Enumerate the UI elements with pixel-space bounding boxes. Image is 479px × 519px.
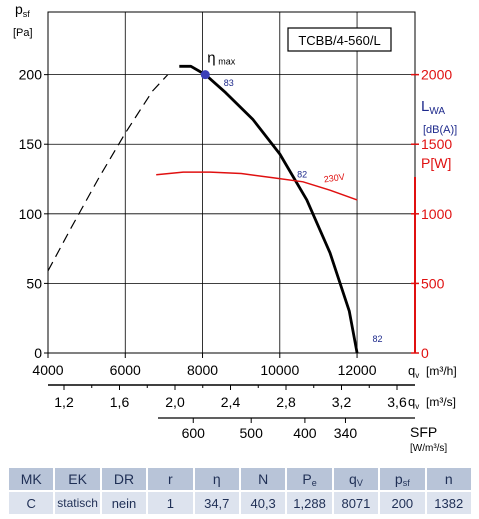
x-tick-label: 8000 <box>187 362 218 378</box>
header-label: N <box>258 471 269 487</box>
voltage-label: 230V <box>323 172 345 185</box>
header-cell: EK <box>55 468 100 490</box>
y-tick-label: 0 <box>34 345 42 361</box>
series-230V <box>156 171 358 201</box>
header-cell: MK <box>9 468 54 490</box>
y-axis-label: psf <box>15 1 30 19</box>
header-label: EK <box>68 471 87 487</box>
value-cell: nein <box>101 492 147 514</box>
sfp-axis-unit: [W/m³/s] <box>410 443 447 454</box>
value-cell: statisch <box>55 492 100 514</box>
x-axis-unit: [m³/h] <box>426 364 457 378</box>
y-axis-unit: [Pa] <box>13 27 33 39</box>
x2-axis-unit: [m³/s] <box>426 395 456 409</box>
x-axis-label: qv <box>408 363 419 380</box>
power-tick-label: 1000 <box>421 206 452 222</box>
header-subscript: sf <box>402 477 410 488</box>
header-cell: DR <box>101 468 147 490</box>
sfp-tick-label: 340 <box>334 425 358 441</box>
power-tick-label: 1500 <box>421 136 452 152</box>
lwa-axis-unit: [dB(A)] <box>423 124 457 136</box>
grid <box>48 12 415 353</box>
header-label: r <box>168 471 173 487</box>
x2-tick-label: 2,4 <box>221 394 241 410</box>
header-label: q <box>349 470 357 487</box>
lwa-axis-label: LWA <box>421 98 445 117</box>
value-cell: 200 <box>380 492 425 514</box>
power-axis-label: P[W] <box>421 155 451 171</box>
header-cell: qV <box>333 468 379 490</box>
power-tick-label: 500 <box>421 275 445 291</box>
x2-tick-label: 1,2 <box>54 394 74 410</box>
x2-axis-label: qv <box>408 394 419 411</box>
header-subscript: e <box>311 477 317 488</box>
value-cell: 34,7 <box>194 492 239 514</box>
header-label: n <box>444 471 453 487</box>
chart-title: TCBB/4-560/L <box>298 33 380 48</box>
y-tick-label: 200 <box>19 67 43 83</box>
series-layer <box>47 64 359 354</box>
header-label: DR <box>113 471 135 487</box>
eta-max-symbol: η <box>207 50 215 67</box>
sfp-tick-label: 500 <box>240 425 264 441</box>
y-tick-label: 150 <box>19 136 43 152</box>
table-header-row: MK EK DR r η N Pe qV psf n <box>9 468 471 490</box>
value-cell: 1 <box>148 492 193 514</box>
sfp-tick-label: 400 <box>293 425 317 441</box>
header-cell: psf <box>380 468 425 490</box>
fan-performance-chart: 0 50 100 150 200 psf [Pa] 0 500 1000 1500 2000 P[W] L… <box>13 1 457 454</box>
noise-label: 82 <box>373 334 383 344</box>
x2-tick-label: 3,2 <box>332 394 352 410</box>
series-unstable <box>47 74 169 272</box>
header-subscript: V <box>356 477 363 488</box>
sfp-tick-label: 600 <box>182 425 206 441</box>
x2-tick-label: 2,8 <box>276 394 296 410</box>
noise-label: 83 <box>224 78 234 88</box>
value-cell: 8071 <box>333 492 379 514</box>
header-label: p <box>394 470 403 487</box>
x2-tick-label: 1,6 <box>110 394 130 410</box>
labels-layer: TCBB/4-560/L η max 83 82 82 230V <box>207 27 392 344</box>
value-cell: C <box>9 492 54 514</box>
x2-tick-label: 3,6 <box>387 394 407 410</box>
eta-max-point <box>200 70 210 80</box>
x2-tick-label: 2,0 <box>165 394 185 410</box>
title-box <box>287 27 392 52</box>
power-tick-label: 0 <box>421 345 429 361</box>
x-tick-label: 10000 <box>260 362 299 378</box>
value-cell: 1,288 <box>287 492 332 514</box>
header-label: η <box>212 471 221 487</box>
header-cell: Pe <box>287 468 332 490</box>
header-cell: η <box>194 468 239 490</box>
power-tick-label: 2000 <box>421 67 452 83</box>
eta-max-sub: max <box>218 57 236 67</box>
header-cell: r <box>148 468 193 490</box>
y-tick-label: 100 <box>19 206 43 222</box>
header-label: MK <box>20 471 42 487</box>
y-tick-label: 50 <box>26 275 42 291</box>
header-label: P <box>302 470 312 487</box>
noise-label: 82 <box>297 170 307 180</box>
x-tick-label: 12000 <box>338 362 377 378</box>
x-tick-label: 4000 <box>32 362 63 378</box>
header-cell: N <box>240 468 286 490</box>
sfp-axis-label: SFP <box>410 424 437 440</box>
value-cell: 1382 <box>426 492 471 514</box>
value-cell: 40,3 <box>240 492 286 514</box>
x-tick-label: 6000 <box>110 362 141 378</box>
axes: 0 50 100 150 200 psf [Pa] 0 500 1000 1500 2000 P[W] L… <box>13 1 457 454</box>
header-cell: n <box>426 468 471 490</box>
series-pressure <box>179 64 359 354</box>
